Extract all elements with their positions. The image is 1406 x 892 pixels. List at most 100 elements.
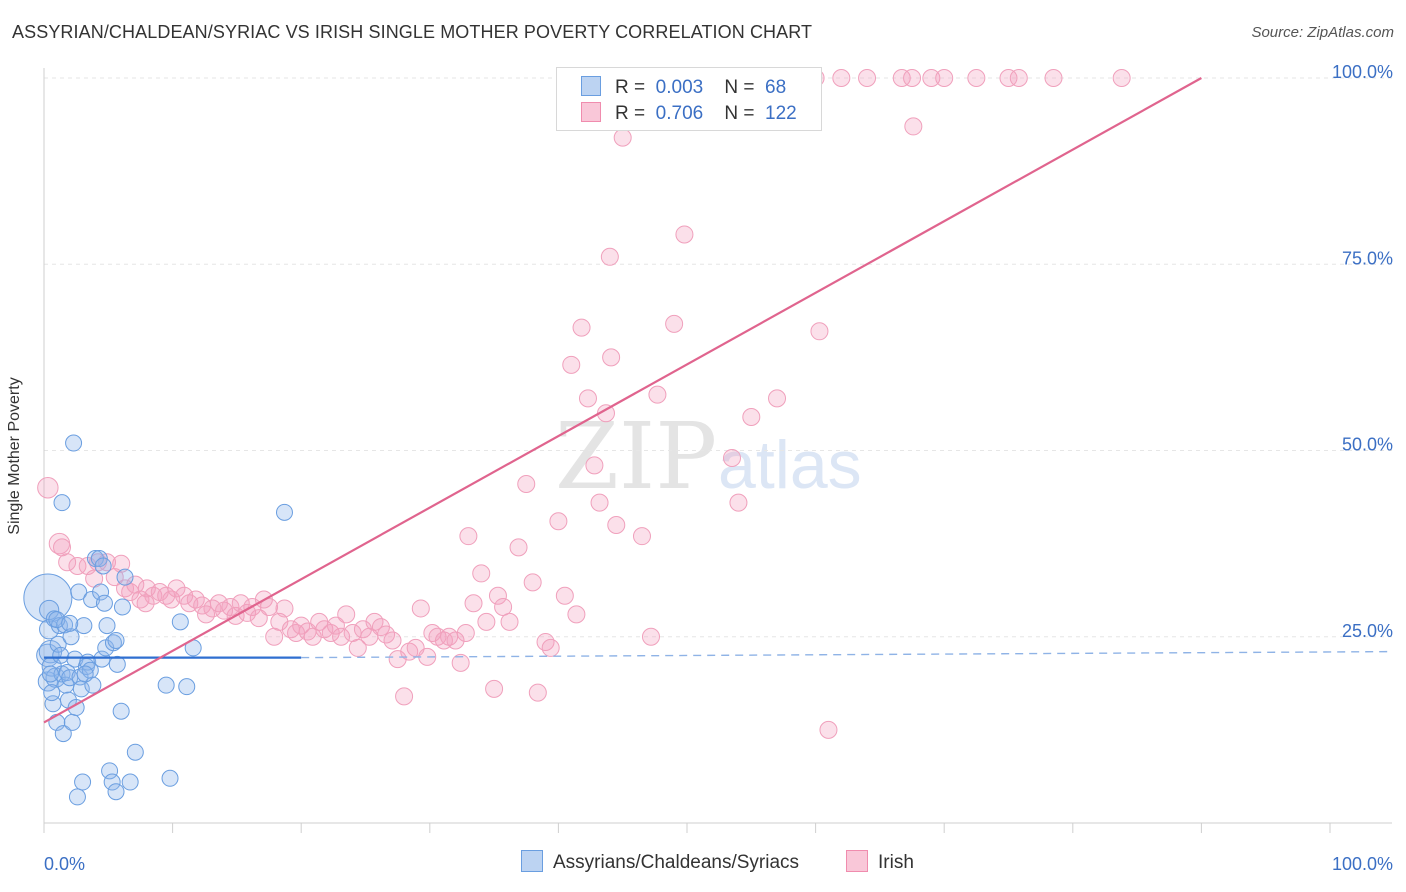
irish-point (832, 69, 851, 87)
source-label: Source: ZipAtlas.com (1251, 24, 1394, 41)
irish-point (523, 573, 542, 592)
irish-point (632, 527, 651, 546)
irish-point (585, 456, 604, 475)
legend-row-assyrian: R = 0.003 N = 68 (581, 76, 786, 100)
y-tick-label: 100.0% (1332, 62, 1393, 82)
assyrian-point (157, 676, 175, 694)
irish-point (555, 586, 574, 605)
irish-point (509, 538, 528, 557)
irish-point (536, 632, 555, 651)
irish-point (549, 512, 568, 531)
legend-row-irish: R = 0.706 N = 122 (581, 102, 797, 126)
assyrian-point (161, 769, 179, 787)
legend-r-value-assyrian: 0.003 (655, 77, 704, 98)
irish-point (892, 69, 911, 87)
irish-point (768, 389, 787, 408)
assyrian-point (275, 503, 293, 521)
irish-point (326, 616, 345, 635)
assyrian-point (107, 631, 125, 649)
irish-points (37, 69, 1131, 739)
assyrian-point (116, 568, 134, 586)
assyrian-point (70, 583, 88, 601)
assyrian-point (48, 611, 66, 629)
bottom-legend-irish: Irish (846, 850, 914, 874)
irish-point (500, 612, 519, 631)
x-tick-label: 100.0% (1332, 854, 1393, 874)
irish-point (1044, 69, 1063, 87)
assyrian-point (61, 614, 79, 632)
irish-point (275, 599, 294, 618)
irish-point (249, 609, 268, 628)
assyrian-point (52, 646, 70, 664)
assyrian-point (53, 494, 71, 512)
assyrian-point (74, 773, 92, 791)
assyrian-point (54, 725, 72, 743)
legend-swatch-irish (581, 102, 601, 122)
x-tick-label: 0.0% (44, 854, 85, 874)
watermark: ZIP atlas (555, 403, 862, 510)
bottom-legend-label-assyrian: Assyrians/Chaldeans/Syriacs (553, 852, 800, 873)
irish-point (904, 117, 923, 136)
bottom-legend-label-irish: Irish (878, 852, 914, 873)
legend-n-value-assyrian: 68 (765, 77, 787, 98)
irish-point (332, 627, 351, 646)
chart-title: ASSYRIAN/CHALDEAN/SYRIAC VS IRISH SINGLE… (12, 22, 813, 42)
irish-point (451, 653, 470, 672)
irish-point (935, 69, 954, 87)
irish-point (260, 597, 279, 616)
irish-point (167, 579, 186, 598)
irish-point (572, 318, 591, 337)
axes (43, 68, 1392, 833)
legend-r-label: R = (615, 77, 646, 98)
irish-point (112, 554, 131, 573)
assyrian-point (76, 665, 94, 683)
irish-point (578, 389, 597, 408)
irish-point (383, 631, 402, 650)
assyrian-point (49, 635, 67, 653)
assyrian-point (112, 702, 130, 720)
assyrian-point (113, 598, 131, 616)
assyrian-point (93, 650, 111, 668)
irish-point (1009, 69, 1028, 87)
assyrian-point (126, 743, 144, 761)
legend-swatch-assyrian (581, 76, 601, 96)
irish-point (602, 348, 621, 367)
irish-point (528, 683, 547, 702)
irish-point (541, 638, 560, 657)
assyrian-point (94, 557, 112, 575)
legend-n-value-irish: 122 (765, 103, 797, 124)
y-tick-labels: 25.0% 50.0% 75.0% 100.0% (1332, 62, 1393, 641)
legend-n-label: N = (724, 103, 755, 124)
legend-n-label: N = (724, 77, 755, 98)
irish-point (337, 605, 356, 624)
assyrian-point (23, 573, 73, 623)
irish-point (567, 605, 586, 624)
irish-point (456, 624, 475, 643)
trend-lines (43, 77, 1393, 724)
irish-point (58, 553, 77, 572)
assyrian-point (92, 583, 110, 601)
irish-point (613, 128, 632, 147)
irish-point (810, 322, 829, 341)
grid-lines (44, 77, 1392, 638)
irish-trend-line (43, 77, 1202, 724)
assyrian-point (68, 788, 86, 806)
irish-point (922, 69, 941, 87)
watermark-atlas: atlas (718, 427, 862, 503)
irish-point (1112, 69, 1131, 87)
irish-point (590, 493, 609, 512)
assyrian-point (63, 713, 81, 731)
assyrian-point (121, 773, 139, 791)
bottom-legend-assyrian: Assyrians/Chaldeans/Syriacs (521, 850, 799, 874)
y-tick-label: 75.0% (1342, 248, 1393, 268)
irish-point (348, 638, 367, 657)
assyrian-point (43, 684, 61, 702)
legend-r-value-irish: 0.706 (655, 103, 704, 124)
irish-point (729, 493, 748, 512)
irish-point (136, 594, 155, 613)
legend-r-label: R = (615, 103, 646, 124)
bottom-legend-swatch-irish (846, 850, 868, 872)
assyrian-point (95, 594, 113, 612)
assyrian-point (103, 773, 121, 791)
